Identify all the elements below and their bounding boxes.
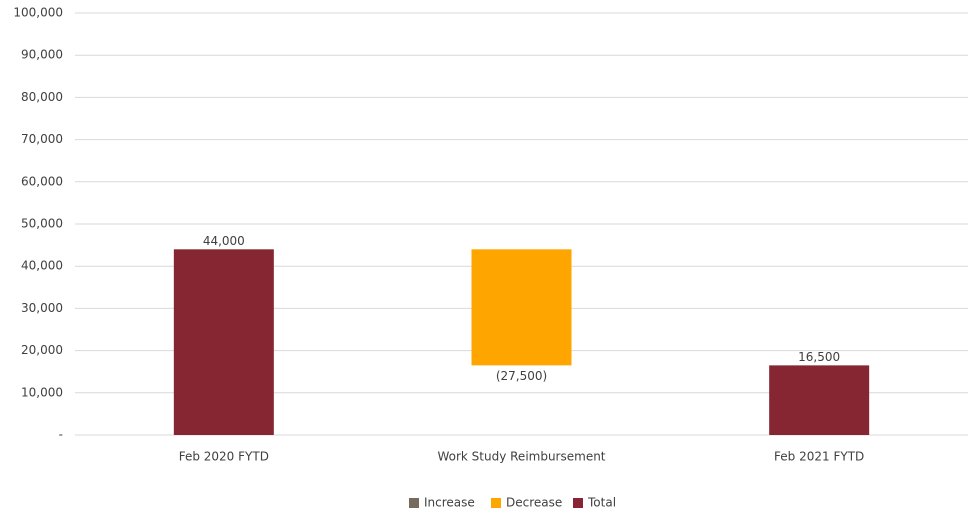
y-tick-label: 80,000 [21,90,63,104]
y-tick-label: 50,000 [21,217,63,231]
y-tick-label: 60,000 [21,174,63,188]
legend-label: Total [587,496,616,510]
bar [173,249,274,435]
x-tick-label: Work Study Reimbursement [437,450,605,464]
y-tick-label: 70,000 [21,132,63,146]
y-tick-label: 30,000 [21,301,63,315]
y-tick-label: 40,000 [21,259,63,273]
value-label: 16,500 [798,350,840,364]
y-tick-label: 10,000 [21,385,63,399]
x-tick-label: Feb 2021 FYTD [774,450,864,464]
bar [471,249,572,366]
legend-swatch [573,498,583,508]
y-tick-label: 20,000 [21,343,63,357]
legend-label: Increase [424,496,475,510]
value-label: (27,500) [496,369,547,383]
y-tick-label: 90,000 [21,48,63,62]
legend-swatch [491,498,501,508]
x-tick-label: Feb 2020 FYTD [179,450,269,464]
legend-swatch [409,498,419,508]
y-tick-label: 100,000 [13,6,63,20]
bar [769,365,870,435]
value-label: 44,000 [203,234,245,248]
legend-label: Decrease [506,496,562,510]
y-tick-label: - [59,428,63,442]
